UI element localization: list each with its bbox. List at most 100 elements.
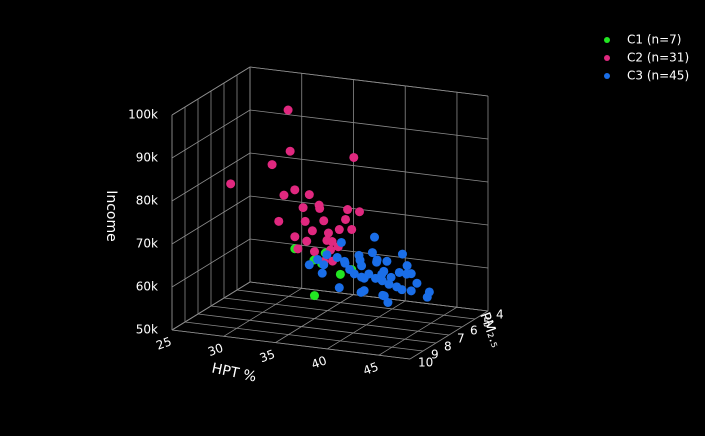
x-tick-label: 35: [258, 347, 277, 365]
y-tick-label: 10: [418, 356, 433, 370]
point: [406, 269, 416, 279]
x-tick-label: 25: [154, 334, 173, 352]
grid-line: [171, 152, 251, 202]
point: [319, 260, 329, 270]
grid-line: [171, 66, 251, 116]
point: [382, 256, 392, 266]
y-tick-label: 5: [483, 316, 491, 330]
grid-line: [249, 195, 489, 226]
grid-line: [249, 281, 489, 312]
point: [386, 272, 396, 282]
point: [226, 179, 236, 189]
point: [341, 214, 351, 224]
y-tick-label: 8: [444, 340, 452, 354]
point: [359, 273, 369, 283]
point: [370, 232, 380, 242]
point: [336, 237, 346, 247]
x-tick-label: 40: [309, 353, 328, 371]
point: [298, 203, 308, 213]
point: [392, 282, 402, 292]
point: [384, 279, 394, 289]
point: [304, 190, 314, 200]
grid-line: [171, 195, 251, 245]
point: [406, 286, 416, 296]
point: [349, 152, 359, 162]
y-tick-label: 7: [457, 332, 465, 346]
point: [402, 261, 412, 271]
legend-marker: [604, 37, 610, 43]
point: [279, 190, 289, 200]
point: [355, 255, 365, 265]
point: [355, 207, 365, 217]
legend-marker: [604, 55, 610, 61]
grid-line: [171, 281, 251, 331]
z-tick-label: 70k: [136, 237, 158, 251]
label-layer: 25 30 35 40 454567891050k60k70k80k90k100kInc…: [103, 33, 689, 386]
z-tick-label: 90k: [136, 151, 158, 165]
z-axis-title: Income: [103, 190, 119, 242]
point: [397, 249, 407, 259]
point: [293, 244, 303, 254]
legend-marker: [604, 73, 610, 79]
x-tick-label: 45: [361, 360, 380, 378]
point: [334, 225, 344, 235]
y-tick-label: 6: [470, 324, 478, 338]
point: [394, 267, 404, 277]
point: [349, 269, 359, 279]
point: [290, 232, 300, 242]
point: [367, 248, 377, 258]
point: [285, 146, 295, 156]
legend-label: C1 (n=7): [627, 33, 682, 47]
y-tick-label: 4: [496, 308, 504, 322]
legend-label: C3 (n=45): [627, 69, 689, 83]
point: [274, 216, 284, 226]
point: [356, 287, 366, 297]
point: [290, 185, 300, 195]
y-tick-label: 9: [431, 348, 439, 362]
point: [317, 268, 327, 278]
x-axis-title: HPT %: [210, 360, 258, 385]
point: [302, 236, 312, 246]
grid-layer: [171, 66, 489, 360]
z-tick-label: 50k: [136, 323, 158, 337]
grid-line: [249, 109, 489, 140]
point: [309, 291, 319, 301]
point: [340, 256, 350, 266]
point: [315, 203, 325, 213]
point: [300, 216, 310, 226]
point: [378, 290, 388, 300]
point: [372, 257, 382, 267]
point: [322, 250, 332, 260]
point: [347, 224, 357, 234]
point: [323, 228, 333, 238]
grid-line: [171, 109, 251, 159]
grid-line: [184, 321, 424, 352]
z-tick-label: 80k: [136, 194, 158, 208]
grid-line: [223, 297, 463, 328]
point: [377, 269, 387, 279]
point: [304, 260, 314, 270]
point: [322, 235, 332, 245]
point: [422, 292, 432, 302]
grid-line: [171, 238, 251, 288]
point: [313, 255, 323, 265]
point: [335, 269, 345, 279]
grid-line: [249, 66, 489, 97]
point: [332, 252, 342, 262]
z-tick-label: 60k: [136, 280, 158, 294]
grid-line: [197, 313, 437, 344]
point: [383, 297, 393, 307]
grid-line: [249, 152, 489, 183]
point: [307, 226, 317, 236]
point: [267, 160, 277, 170]
point: [412, 278, 422, 288]
point: [343, 205, 353, 215]
grid-line: [236, 289, 476, 320]
point: [319, 216, 329, 226]
legend-label: C2 (n=31): [627, 51, 689, 65]
mark-layer: [226, 105, 434, 307]
grid-line: [210, 305, 450, 336]
point: [309, 247, 319, 257]
point: [283, 105, 293, 115]
